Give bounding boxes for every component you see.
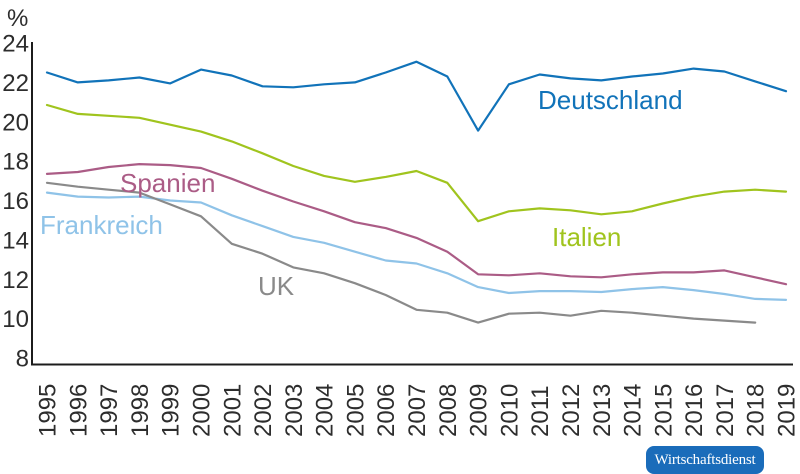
series-lines [45, 60, 788, 324]
x-tick-label-2017: 2017 [712, 384, 739, 437]
series-line-frankreich [45, 191, 788, 301]
y-tick-label-16: 16 [2, 188, 29, 215]
x-tick-label-2011: 2011 [527, 385, 554, 437]
x-tick-label-2004: 2004 [312, 384, 339, 437]
x-tick-label-1996: 1996 [65, 384, 92, 437]
y-tick-labels: 24 22 20 18 16 14 12 10 8 [2, 31, 29, 373]
x-tick-label-1999: 1999 [158, 384, 185, 437]
y-tick-label-12: 12 [2, 267, 29, 294]
y-axis-unit-label: % [7, 5, 28, 32]
x-tick-label-2012: 2012 [558, 384, 585, 437]
wirtschaftsdienst-badge: Wirtschaftsdienst [646, 446, 764, 474]
series-label-italien: Italien [552, 222, 621, 252]
x-tick-label-2003: 2003 [281, 384, 308, 437]
series-line-deutschland [45, 60, 788, 132]
x-tick-label-2019: 2019 [774, 384, 800, 437]
x-tick-label-2014: 2014 [620, 384, 647, 437]
y-tick-label-14: 14 [2, 227, 29, 254]
x-tick-label-2015: 2015 [650, 384, 677, 437]
x-tick-label-2016: 2016 [681, 384, 708, 437]
x-tick-label-2013: 2013 [589, 384, 616, 437]
series-label-uk: UK [258, 271, 295, 301]
series-line-uk [45, 181, 757, 324]
series-line-spanien [45, 163, 788, 286]
x-tick-label-2009: 2009 [466, 384, 493, 437]
x-tick-label-1998: 1998 [127, 384, 154, 437]
x-tick-label-2001: 2001 [219, 384, 246, 437]
y-tick-label-8: 8 [16, 346, 29, 373]
x-tick-label-2002: 2002 [250, 384, 277, 437]
x-tick-label-2006: 2006 [373, 384, 400, 437]
x-tick-label-2000: 2000 [189, 384, 216, 437]
series-label-spanien: Spanien [120, 168, 215, 198]
x-tick-label-2008: 2008 [435, 384, 462, 437]
y-tick-label-10: 10 [2, 306, 29, 333]
series-label-frankreich: Frankreich [40, 210, 163, 240]
x-tick-label-1995: 1995 [35, 384, 62, 437]
y-tick-label-24: 24 [2, 31, 29, 58]
series-label-deutschland: Deutschland [538, 85, 683, 115]
y-tick-label-20: 20 [2, 109, 29, 136]
series-labels: Deutschland Spanien Frankreich UK Italien [40, 85, 683, 301]
series-line-italien [45, 103, 788, 223]
x-tick-labels: 1995 1996 1997 1998 1999 2000 2001 2002 2003 2004… [35, 384, 800, 437]
y-tick-label-18: 18 [2, 149, 29, 176]
x-tick-label-1997: 1997 [96, 384, 123, 437]
x-tick-label-2005: 2005 [342, 384, 369, 437]
x-tick-label-2007: 2007 [404, 384, 431, 437]
y-tick-label-22: 22 [2, 70, 29, 97]
x-tick-label-2010: 2010 [496, 384, 523, 437]
x-tick-label-2018: 2018 [743, 384, 770, 437]
